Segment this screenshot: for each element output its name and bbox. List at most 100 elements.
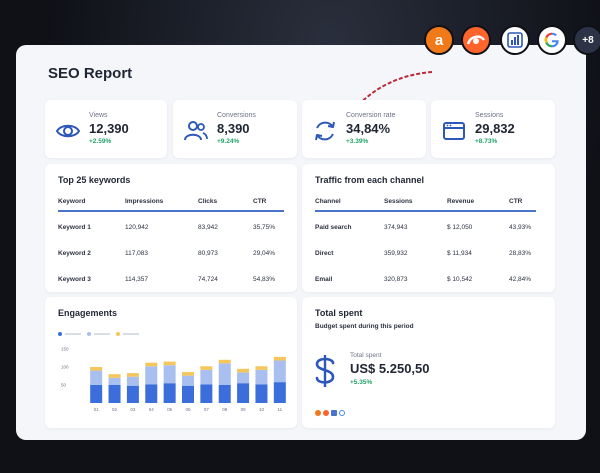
report-panel: SEO Report Views 12,390 +2.59% Conversio…: [16, 45, 586, 440]
kpi-card-conversion-rate[interactable]: Conversion rate 34,84% +3.39%: [302, 100, 426, 158]
traffic-table-title: Traffic from each channel: [315, 175, 425, 185]
dollar-icon: [315, 355, 335, 387]
bar-segment[interactable]: [126, 376, 139, 386]
bar-segment[interactable]: [108, 374, 121, 378]
ahrefs-icon[interactable]: a: [424, 25, 454, 55]
bar-segment[interactable]: [218, 363, 231, 385]
refresh-icon: [315, 121, 335, 141]
google-icon[interactable]: [537, 25, 567, 55]
bar-segment[interactable]: [90, 367, 103, 371]
bar-segment[interactable]: [108, 385, 121, 403]
kpi-label: Conversions: [217, 112, 256, 119]
x-tick-label: 08: [222, 407, 228, 412]
bar-segment[interactable]: [255, 366, 268, 370]
bar-segment[interactable]: [200, 366, 213, 370]
google-analytics-icon[interactable]: [500, 25, 530, 55]
more-integrations-badge[interactable]: +8: [573, 25, 600, 55]
bar-segment[interactable]: [163, 365, 176, 384]
table-cell: $ 12,050: [447, 224, 473, 231]
bar-segment[interactable]: [163, 361, 176, 366]
bar-segment[interactable]: [163, 383, 176, 403]
table-cell: 29,04%: [253, 250, 276, 257]
bar-segment[interactable]: [145, 366, 158, 385]
svg-text:a: a: [435, 32, 444, 49]
table-cell: 120,942: [125, 224, 149, 231]
table-header: Sessions: [384, 198, 413, 205]
table-cell: Keyword 3: [58, 276, 91, 283]
kpi-card-conversions[interactable]: Conversions 8,390 +9.24%: [173, 100, 297, 158]
table-cell: 43,93%: [509, 224, 532, 231]
x-tick-label: 03: [130, 407, 136, 412]
table-cell: 114,357: [125, 276, 149, 283]
semrush-icon[interactable]: [461, 25, 491, 55]
engagements-title: Engagements: [58, 308, 118, 318]
x-tick-label: 05: [167, 407, 173, 412]
bar-segment[interactable]: [237, 368, 250, 373]
table-cell: Keyword 2: [58, 250, 91, 257]
total-spent-delta: +5.35%: [350, 379, 373, 386]
bar-segment[interactable]: [218, 385, 231, 403]
total-spent-title: Total spent: [315, 308, 363, 318]
bar-segment[interactable]: [90, 385, 103, 403]
bar-segment[interactable]: [145, 384, 158, 403]
kpi-delta: +8.73%: [475, 138, 498, 145]
bar-segment[interactable]: [273, 356, 286, 361]
browser-window-icon: [443, 122, 465, 140]
table-cell: $ 11,934: [447, 250, 472, 257]
y-tick-label: 150: [61, 347, 69, 352]
bar-segment[interactable]: [237, 372, 250, 384]
kpi-delta: +9.24%: [217, 138, 240, 145]
semrush-icon: [323, 410, 329, 416]
bar-segment[interactable]: [255, 384, 268, 403]
google-analytics-icon: [331, 410, 337, 416]
bar-segment[interactable]: [108, 377, 121, 385]
table-header-divider: [315, 210, 536, 212]
table-cell: Keyword 1: [58, 224, 91, 231]
legend-line: [94, 333, 110, 335]
table-cell: 28,83%: [509, 250, 532, 257]
bar-segment[interactable]: [237, 383, 250, 403]
table-cell: 74,724: [198, 276, 218, 283]
kpi-card-views[interactable]: Views 12,390 +2.59%: [45, 100, 167, 158]
google-icon: [339, 410, 345, 416]
table-cell: 117,083: [125, 250, 149, 257]
kpi-value: 12,390: [89, 121, 129, 136]
bar-segment[interactable]: [182, 385, 194, 403]
users-icon: [184, 121, 208, 141]
legend-dot: [116, 332, 120, 336]
x-tick-label: 04: [149, 407, 155, 412]
bar-segment[interactable]: [126, 373, 139, 377]
kpi-label: Views: [89, 112, 108, 119]
table-header: Keyword: [58, 198, 86, 205]
total-spent-value: US$ 5.250,50: [350, 361, 430, 376]
table-header: CTR: [253, 198, 267, 205]
table-cell: 42,84%: [509, 276, 532, 283]
x-tick-label: 09: [241, 407, 247, 412]
engagements-card: Engagements 50 100 150 01 02 03 04 05 06 07 08 09 10…: [45, 297, 297, 428]
bar-segment[interactable]: [90, 370, 103, 385]
bar-segment[interactable]: [200, 384, 213, 403]
table-header-divider: [58, 210, 284, 212]
bar-segment[interactable]: [273, 382, 286, 403]
bar-segment[interactable]: [273, 360, 286, 383]
kpi-value: 29,832: [475, 121, 515, 136]
kpi-value: 34,84%: [346, 121, 391, 136]
total-spent-subtitle: Budget spent during this period: [315, 323, 414, 330]
bar-segment[interactable]: [200, 369, 213, 385]
kpi-card-sessions[interactable]: Sessions 29,832 +8.73%: [431, 100, 555, 158]
table-header: Channel: [315, 198, 341, 205]
bar-segment[interactable]: [145, 362, 158, 367]
bar-segment[interactable]: [126, 385, 139, 403]
bar-segment[interactable]: [182, 375, 194, 386]
table-cell: Direct: [315, 250, 334, 257]
bar-segment[interactable]: [182, 372, 194, 376]
table-cell: 320,873: [384, 276, 408, 283]
legend-dot: [87, 332, 91, 336]
x-tick-label: 07: [204, 407, 210, 412]
bar-segment[interactable]: [255, 369, 268, 385]
total-spent-card: Total spent Budget spent during this per…: [302, 297, 555, 428]
table-cell: Email: [315, 276, 333, 283]
bar-segment[interactable]: [218, 359, 231, 364]
x-tick-label: 01: [94, 407, 100, 412]
traffic-table-card: Traffic from each channel Channel Sessio…: [302, 164, 555, 292]
